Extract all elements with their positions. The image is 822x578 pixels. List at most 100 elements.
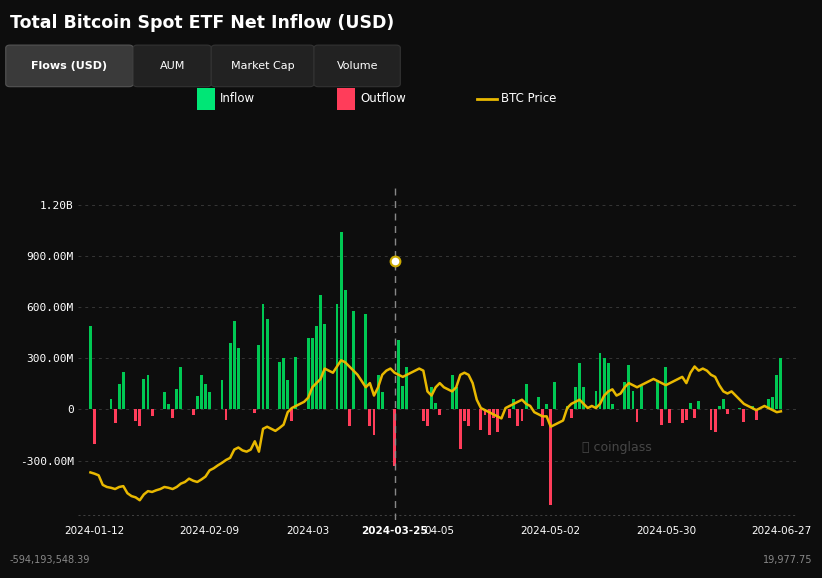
Bar	[376, 375, 380, 409]
Bar	[603, 358, 606, 409]
Bar	[339, 232, 343, 409]
Bar	[204, 384, 207, 409]
Bar	[397, 339, 400, 409]
Text: Outflow: Outflow	[360, 92, 406, 105]
Bar	[372, 409, 376, 435]
Bar	[631, 391, 635, 409]
Bar	[541, 409, 544, 427]
Bar	[685, 409, 688, 421]
Bar	[286, 380, 289, 409]
Bar	[405, 367, 409, 409]
Text: Market Cap: Market Cap	[231, 61, 294, 71]
Bar	[537, 398, 540, 409]
Bar	[623, 382, 626, 409]
Bar	[200, 375, 203, 409]
Bar	[598, 353, 602, 409]
Bar	[179, 367, 182, 409]
Bar	[578, 364, 581, 409]
Bar	[142, 379, 145, 409]
Bar	[549, 409, 552, 505]
Bar	[689, 403, 692, 409]
Bar	[282, 358, 285, 409]
Bar	[697, 401, 700, 409]
Bar	[607, 364, 610, 409]
Bar	[171, 409, 174, 418]
Text: 19,977.75: 19,977.75	[763, 555, 812, 565]
Bar	[434, 403, 437, 409]
Bar	[196, 396, 199, 409]
Bar	[742, 409, 746, 422]
Bar	[348, 409, 351, 427]
Bar	[574, 387, 577, 409]
Bar	[553, 382, 556, 409]
Text: Inflow: Inflow	[220, 92, 256, 105]
Bar	[175, 389, 178, 409]
Bar	[492, 409, 495, 418]
Text: 🐻 coinglass: 🐻 coinglass	[581, 440, 651, 454]
Bar	[138, 409, 141, 427]
Bar	[450, 375, 454, 409]
Bar	[771, 398, 774, 409]
Bar	[512, 399, 515, 409]
Bar	[775, 375, 778, 409]
Bar	[635, 409, 639, 422]
Bar	[713, 409, 717, 432]
Bar	[430, 387, 433, 409]
Bar	[627, 365, 630, 409]
Bar	[483, 409, 487, 414]
Bar	[261, 304, 265, 409]
Bar	[344, 290, 347, 409]
Bar	[487, 409, 491, 435]
Bar	[668, 409, 672, 423]
Bar	[496, 409, 499, 432]
Bar	[315, 326, 318, 409]
Bar	[455, 387, 458, 409]
Bar	[134, 409, 137, 421]
Bar	[422, 409, 425, 421]
Bar	[364, 314, 367, 409]
Bar	[311, 338, 314, 409]
Bar	[726, 409, 729, 414]
Bar	[237, 348, 240, 409]
Bar	[233, 321, 236, 409]
Bar	[467, 409, 470, 427]
Bar	[779, 358, 783, 409]
Bar	[290, 409, 293, 421]
Bar	[257, 344, 261, 409]
Bar	[516, 409, 520, 427]
Bar	[738, 407, 741, 409]
Bar	[167, 404, 170, 409]
Text: BTC Price: BTC Price	[501, 92, 556, 105]
Bar	[381, 392, 384, 409]
Bar	[755, 409, 758, 420]
Bar	[208, 392, 211, 409]
Bar	[681, 409, 684, 423]
Bar	[656, 380, 659, 409]
Bar	[426, 409, 429, 427]
Bar	[393, 409, 396, 466]
Text: Volume: Volume	[336, 61, 378, 71]
Bar	[352, 310, 355, 409]
Bar	[582, 387, 585, 409]
Bar	[150, 409, 154, 416]
Bar	[508, 409, 511, 418]
Bar	[122, 372, 125, 409]
Bar	[594, 391, 598, 409]
Bar	[319, 295, 322, 409]
Bar	[570, 409, 573, 418]
Bar	[664, 367, 667, 409]
Bar	[722, 399, 725, 409]
Bar	[566, 406, 569, 409]
Bar	[89, 326, 92, 409]
Bar	[266, 319, 269, 409]
Bar	[709, 409, 713, 430]
Bar	[660, 409, 663, 425]
Text: -594,193,548.39: -594,193,548.39	[10, 555, 90, 565]
Bar	[146, 375, 150, 409]
Bar	[479, 409, 483, 430]
Bar	[545, 404, 548, 409]
Bar	[524, 384, 528, 409]
Bar	[640, 386, 643, 409]
Text: Flows (USD): Flows (USD)	[31, 61, 108, 71]
Bar	[718, 406, 721, 409]
